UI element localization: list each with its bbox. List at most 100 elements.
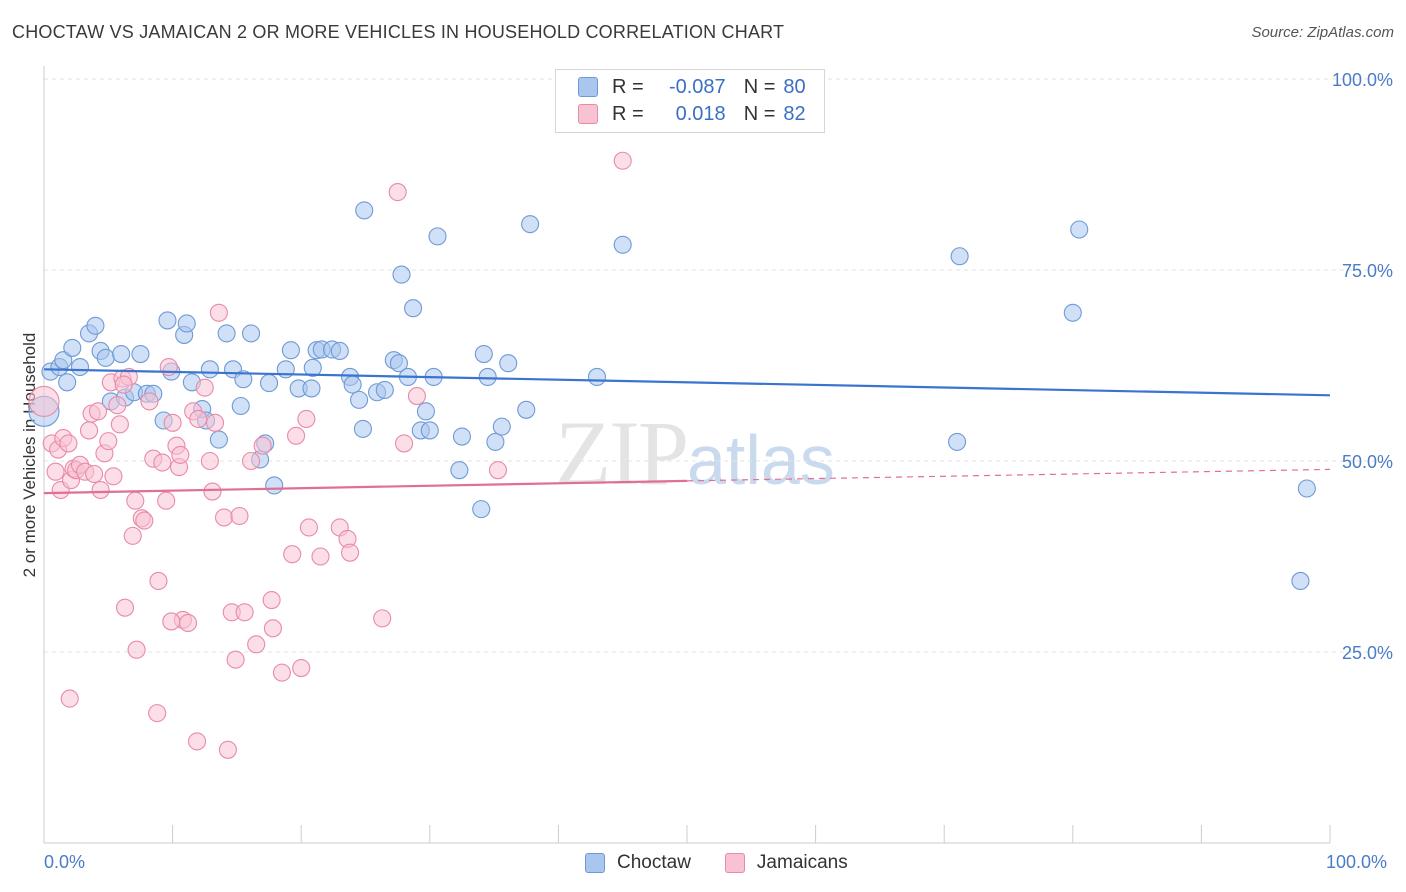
legend-row-jamaicans: R = 0.018 N = 82 bbox=[578, 101, 806, 127]
jamaicans-point bbox=[46, 462, 65, 481]
choctaw-point bbox=[948, 432, 967, 451]
choctaw-point bbox=[86, 316, 105, 335]
jamaicans-point bbox=[373, 609, 392, 628]
jamaicans-point bbox=[341, 543, 360, 562]
choctaw-trend-line bbox=[43, 368, 1331, 397]
jamaicans-point bbox=[253, 436, 272, 455]
jamaicans-point bbox=[311, 547, 330, 566]
choctaw-point bbox=[302, 379, 321, 398]
choctaw-point bbox=[499, 354, 518, 373]
choctaw-point bbox=[58, 373, 77, 392]
jamaicans-point bbox=[395, 434, 414, 453]
choctaw-point bbox=[209, 430, 228, 449]
choctaw-point bbox=[131, 344, 150, 364]
jamaicans-point bbox=[195, 378, 214, 397]
choctaw-point bbox=[472, 500, 491, 519]
source-label: Source: ZipAtlas.com bbox=[1251, 24, 1394, 41]
jamaicans-point bbox=[292, 658, 311, 678]
choctaw-point bbox=[259, 374, 279, 393]
x-tick-label-min: 0.0% bbox=[44, 852, 86, 872]
y-tick-label: 75.0% bbox=[1342, 261, 1393, 281]
watermark: ZIPatlas bbox=[555, 402, 835, 504]
jamaicans-point bbox=[59, 434, 78, 453]
jamaicans-point bbox=[60, 689, 79, 708]
choctaw-point bbox=[96, 348, 115, 367]
choctaw-point bbox=[330, 341, 349, 361]
choctaw-point bbox=[404, 299, 423, 318]
n-value: 80 bbox=[783, 75, 806, 98]
legend-item-jamaicans: Jamaicans bbox=[724, 852, 848, 874]
jamaicans-point bbox=[115, 598, 135, 617]
choctaw-point bbox=[281, 341, 300, 360]
choctaw-point bbox=[343, 375, 362, 394]
jamaicans-point bbox=[88, 402, 108, 421]
jamaicans-point bbox=[85, 464, 104, 484]
choctaw-point bbox=[112, 344, 131, 364]
jamaicans-point bbox=[148, 704, 167, 723]
jamaicans-point bbox=[178, 613, 198, 633]
jamaicans-point bbox=[189, 409, 208, 429]
jamaicans-point bbox=[218, 740, 237, 759]
choctaw-point bbox=[392, 265, 411, 284]
jamaicans-point bbox=[297, 409, 316, 429]
jamaicans-point bbox=[187, 732, 207, 751]
r-label: R = bbox=[612, 102, 644, 125]
jamaicans-point bbox=[162, 612, 181, 631]
jamaicans-point bbox=[171, 445, 190, 464]
choctaw-point bbox=[303, 358, 322, 377]
jamaicans-point bbox=[140, 392, 159, 411]
jamaicans-point bbox=[209, 303, 228, 322]
y-tick-label: 100.0% bbox=[1332, 70, 1393, 90]
jamaicans-legend-swatch bbox=[724, 853, 745, 873]
choctaw-point bbox=[416, 402, 435, 421]
choctaw-swatch bbox=[578, 77, 598, 97]
jamaicans-point bbox=[235, 603, 254, 622]
choctaw-point bbox=[350, 390, 369, 409]
choctaw-point bbox=[517, 400, 536, 419]
jamaicans-point bbox=[28, 385, 60, 417]
jamaicans-point bbox=[272, 663, 291, 682]
jamaicans-point bbox=[127, 640, 146, 659]
jamaicans-point bbox=[110, 415, 129, 434]
choctaw-point bbox=[234, 370, 253, 389]
choctaw-legend-swatch bbox=[585, 853, 605, 873]
jamaicans-trend-extension bbox=[686, 468, 1331, 482]
jamaicans-point bbox=[114, 375, 133, 394]
choctaw-point bbox=[1297, 479, 1316, 498]
jamaicans-point bbox=[488, 461, 508, 480]
choctaw-point bbox=[420, 421, 439, 440]
jamaicans-trend-line bbox=[43, 479, 688, 495]
choctaw-point bbox=[177, 314, 196, 333]
x-tick-label-max: 100.0% bbox=[1326, 852, 1388, 872]
jamaicans-point bbox=[157, 491, 176, 510]
legend-label-jamaicans: Jamaicans bbox=[756, 852, 848, 873]
n-label: N = bbox=[743, 102, 776, 125]
choctaw-point bbox=[375, 380, 394, 399]
jamaicans-point bbox=[163, 413, 182, 432]
choctaw-point bbox=[450, 461, 469, 480]
choctaw-point bbox=[521, 215, 540, 234]
jamaicans-point bbox=[214, 508, 234, 527]
legend-item-choctaw: Choctaw bbox=[585, 852, 691, 874]
jamaicans-point bbox=[149, 571, 168, 590]
jamaicans-point bbox=[104, 467, 123, 486]
choctaw-point bbox=[355, 201, 374, 220]
choctaw-point bbox=[353, 419, 372, 438]
jamaicans-point bbox=[108, 396, 127, 415]
jamaicans-point bbox=[153, 453, 172, 472]
choctaw-point bbox=[63, 338, 82, 357]
n-value: 82 bbox=[783, 102, 806, 125]
legend-label-choctaw: Choctaw bbox=[617, 852, 691, 873]
jamaicans-point bbox=[230, 506, 249, 526]
choctaw-point bbox=[241, 324, 261, 343]
choctaw-point bbox=[452, 427, 472, 446]
jamaicans-point bbox=[126, 491, 145, 510]
jamaicans-point bbox=[135, 511, 154, 530]
jamaicans-point bbox=[205, 413, 225, 432]
choctaw-point bbox=[158, 311, 177, 330]
jamaicans-point bbox=[203, 482, 222, 501]
choctaw-point bbox=[486, 432, 505, 451]
choctaw-point bbox=[474, 344, 493, 364]
jamaicans-point bbox=[99, 432, 118, 451]
n-label: N = bbox=[743, 75, 776, 98]
